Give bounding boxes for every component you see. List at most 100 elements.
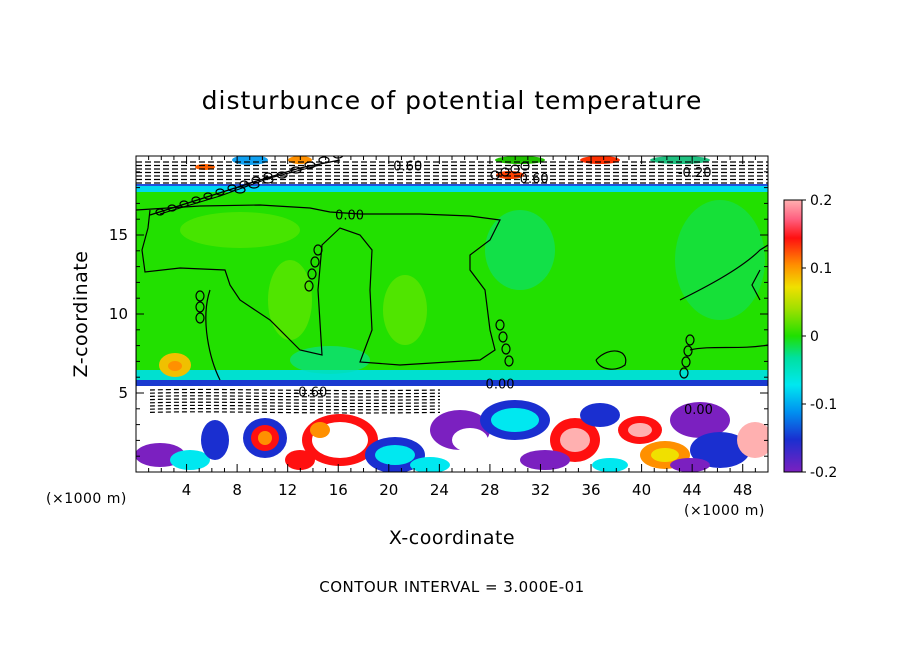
y-ticks: 5 10 15 (109, 155, 768, 473)
colorbar-tick-label: -0.2 (810, 465, 837, 481)
field-yellow-spot-core (168, 361, 182, 371)
contour-label: 0.00 (335, 208, 364, 223)
contour-loop (167, 204, 177, 212)
dashed-contour (149, 401, 441, 404)
contour-labels: 0.00 -0.60 0.60 0.60 -0.20 0.00 0.00 (294, 159, 713, 417)
chart-title: disturbunce of potential temperature (201, 86, 703, 115)
field-blob (452, 428, 488, 452)
colorbar-ticks: 0.2 0.1 0 -0.1 -0.2 (802, 193, 837, 481)
contour-line (595, 350, 627, 370)
contour-loop (304, 280, 314, 292)
field-blob (670, 458, 710, 472)
contour-loop (679, 367, 689, 379)
colorbar-tick-label: 0.1 (810, 261, 832, 277)
contour-line (149, 159, 341, 216)
field-blob (670, 402, 730, 438)
dashed-contour (149, 398, 441, 401)
field-lower-cyan-strip (136, 370, 768, 380)
contour-interval-note: CONTOUR INTERVAL = 3.000E-01 (319, 578, 585, 596)
field-light-patch (268, 260, 312, 340)
field-blob (310, 422, 330, 438)
contour-line (136, 204, 501, 366)
contour-label: 0.60 (520, 172, 549, 187)
field-top-blob (232, 156, 268, 165)
contour-loop (307, 268, 317, 280)
x-ticks: 4 8 12 16 20 24 28 32 36 40 44 48 (135, 156, 769, 499)
field-cyan-patch (290, 346, 370, 374)
field-blob (628, 423, 652, 437)
field-blob (651, 448, 679, 462)
field-blob (491, 408, 539, 432)
contour-loop (490, 170, 500, 180)
contour-loop (155, 208, 165, 216)
contour-loop (683, 345, 693, 357)
field-blob (592, 458, 628, 472)
x-tick-label: 4 (182, 481, 192, 499)
field-blob (520, 450, 570, 470)
contour-loop (313, 244, 323, 256)
field-blob (580, 403, 620, 427)
contour-label: 0.00 (684, 403, 713, 418)
contour-loop (681, 356, 691, 368)
field-light-patch (180, 212, 300, 248)
dashed-contour (149, 404, 441, 408)
x-tick-label: 36 (581, 481, 600, 499)
x-unit-left: (×1000 m) (46, 491, 127, 507)
y-tick-label: 15 (109, 226, 128, 244)
contour-line (205, 289, 221, 381)
field-blob (410, 457, 450, 472)
colorbar-tick-label: 0 (810, 329, 819, 345)
contour-loop (195, 301, 205, 313)
x-tick-label: 24 (430, 481, 449, 499)
contour-loop (685, 334, 695, 346)
x-tick-label: 32 (531, 481, 550, 499)
x-tick-label: 28 (480, 481, 499, 499)
x-tick-label: 40 (632, 481, 651, 499)
field-top-blob (580, 156, 620, 164)
bottom-blobs (136, 400, 768, 472)
field-blob (285, 450, 315, 470)
dashed-contour (149, 392, 441, 395)
contour-layer (136, 156, 768, 414)
contour-loop (195, 290, 205, 302)
y-tick-label: 10 (109, 305, 128, 323)
x-tick-label: 44 (683, 481, 702, 499)
colorbar-tick-label: -0.1 (810, 397, 837, 413)
contour-loop (501, 343, 511, 355)
contour-line (679, 244, 768, 301)
field-lower-blue-strip (136, 380, 768, 386)
field-blob (690, 432, 750, 468)
top-dashes (136, 161, 768, 184)
contour-label: -0.60 (294, 385, 328, 400)
contour-loop (504, 355, 514, 367)
contour-loop (498, 331, 508, 343)
contour-line (689, 344, 768, 351)
x-tick-label: 20 (379, 481, 398, 499)
dashed-contour (149, 411, 441, 414)
contour-line (751, 269, 761, 301)
field-upper-cyan-strip (136, 184, 768, 192)
colorbar-tick-label: 0.2 (810, 193, 832, 209)
x-tick-label: 12 (278, 481, 297, 499)
colorbar (783, 199, 803, 473)
field-light-patch (383, 275, 427, 345)
x-axis-label: X-coordinate (388, 527, 516, 549)
contour-loop (495, 319, 505, 331)
x-unit-right: (×1000 m) (684, 503, 765, 519)
field-blob (560, 428, 590, 452)
field-cyan-patch (675, 200, 765, 320)
bottom-dashes (149, 388, 441, 414)
y-tick-label: 5 (118, 384, 128, 402)
field-layer (136, 156, 768, 472)
contour-label: 0.00 (486, 378, 515, 393)
field-blob (170, 450, 210, 470)
field-blob (258, 431, 272, 445)
y-axis-label: Z-coordinate (70, 250, 92, 378)
contour-loop (195, 312, 205, 324)
contour-line (159, 164, 321, 215)
field-blob (375, 445, 415, 465)
field-upper-blue-strip (136, 183, 768, 186)
field-blob (201, 420, 229, 460)
x-tick-label: 48 (733, 481, 752, 499)
